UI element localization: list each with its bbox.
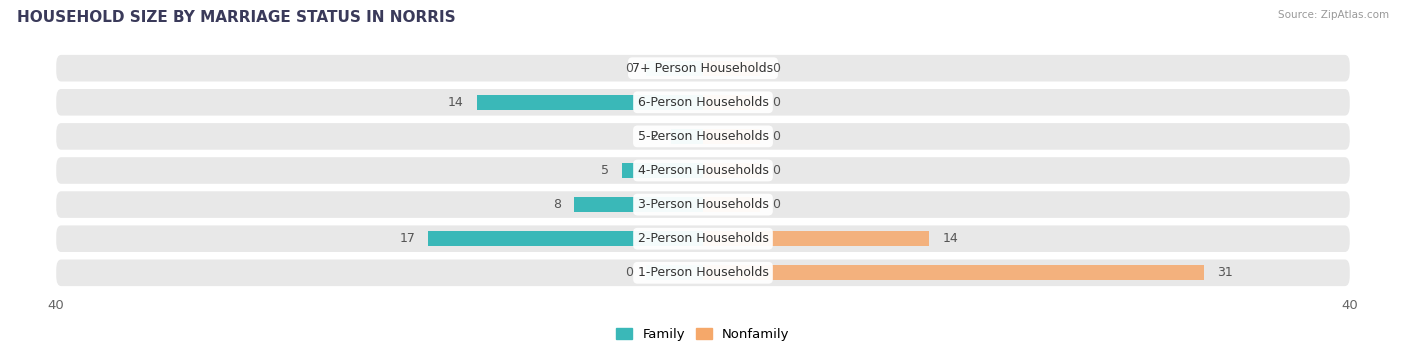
Text: 14: 14: [449, 96, 464, 109]
FancyBboxPatch shape: [56, 157, 1350, 184]
Text: Source: ZipAtlas.com: Source: ZipAtlas.com: [1278, 10, 1389, 20]
Legend: Family, Nonfamily: Family, Nonfamily: [616, 328, 790, 341]
Text: 1-Person Households: 1-Person Households: [637, 266, 769, 279]
Text: 0: 0: [772, 164, 780, 177]
Text: 0: 0: [772, 62, 780, 75]
Text: 2: 2: [650, 130, 658, 143]
Text: 31: 31: [1218, 266, 1233, 279]
Bar: [703, 163, 759, 178]
Text: HOUSEHOLD SIZE BY MARRIAGE STATUS IN NORRIS: HOUSEHOLD SIZE BY MARRIAGE STATUS IN NOR…: [17, 10, 456, 25]
Text: 5: 5: [602, 164, 609, 177]
Bar: [703, 61, 759, 76]
Text: 7+ Person Households: 7+ Person Households: [633, 62, 773, 75]
Bar: [647, 61, 703, 76]
Bar: [703, 129, 759, 144]
Text: 5-Person Households: 5-Person Households: [637, 130, 769, 143]
Bar: [429, 231, 703, 246]
Bar: [671, 129, 703, 144]
FancyBboxPatch shape: [56, 260, 1350, 286]
Text: 17: 17: [399, 232, 415, 245]
Text: 3-Person Households: 3-Person Households: [637, 198, 769, 211]
Text: 8: 8: [553, 198, 561, 211]
Bar: [703, 197, 759, 212]
Bar: [703, 231, 929, 246]
Text: 2-Person Households: 2-Person Households: [637, 232, 769, 245]
Text: 0: 0: [626, 62, 634, 75]
FancyBboxPatch shape: [56, 55, 1350, 81]
FancyBboxPatch shape: [56, 89, 1350, 116]
Bar: [703, 265, 1204, 280]
Text: 0: 0: [626, 266, 634, 279]
Text: 0: 0: [772, 198, 780, 211]
Bar: [477, 95, 703, 110]
Bar: [621, 163, 703, 178]
Text: 0: 0: [772, 96, 780, 109]
FancyBboxPatch shape: [56, 123, 1350, 150]
Text: 14: 14: [942, 232, 957, 245]
Text: 4-Person Households: 4-Person Households: [637, 164, 769, 177]
Text: 0: 0: [772, 130, 780, 143]
FancyBboxPatch shape: [56, 191, 1350, 218]
FancyBboxPatch shape: [56, 225, 1350, 252]
Text: 6-Person Households: 6-Person Households: [637, 96, 769, 109]
Bar: [703, 95, 759, 110]
Bar: [574, 197, 703, 212]
Bar: [647, 265, 703, 280]
